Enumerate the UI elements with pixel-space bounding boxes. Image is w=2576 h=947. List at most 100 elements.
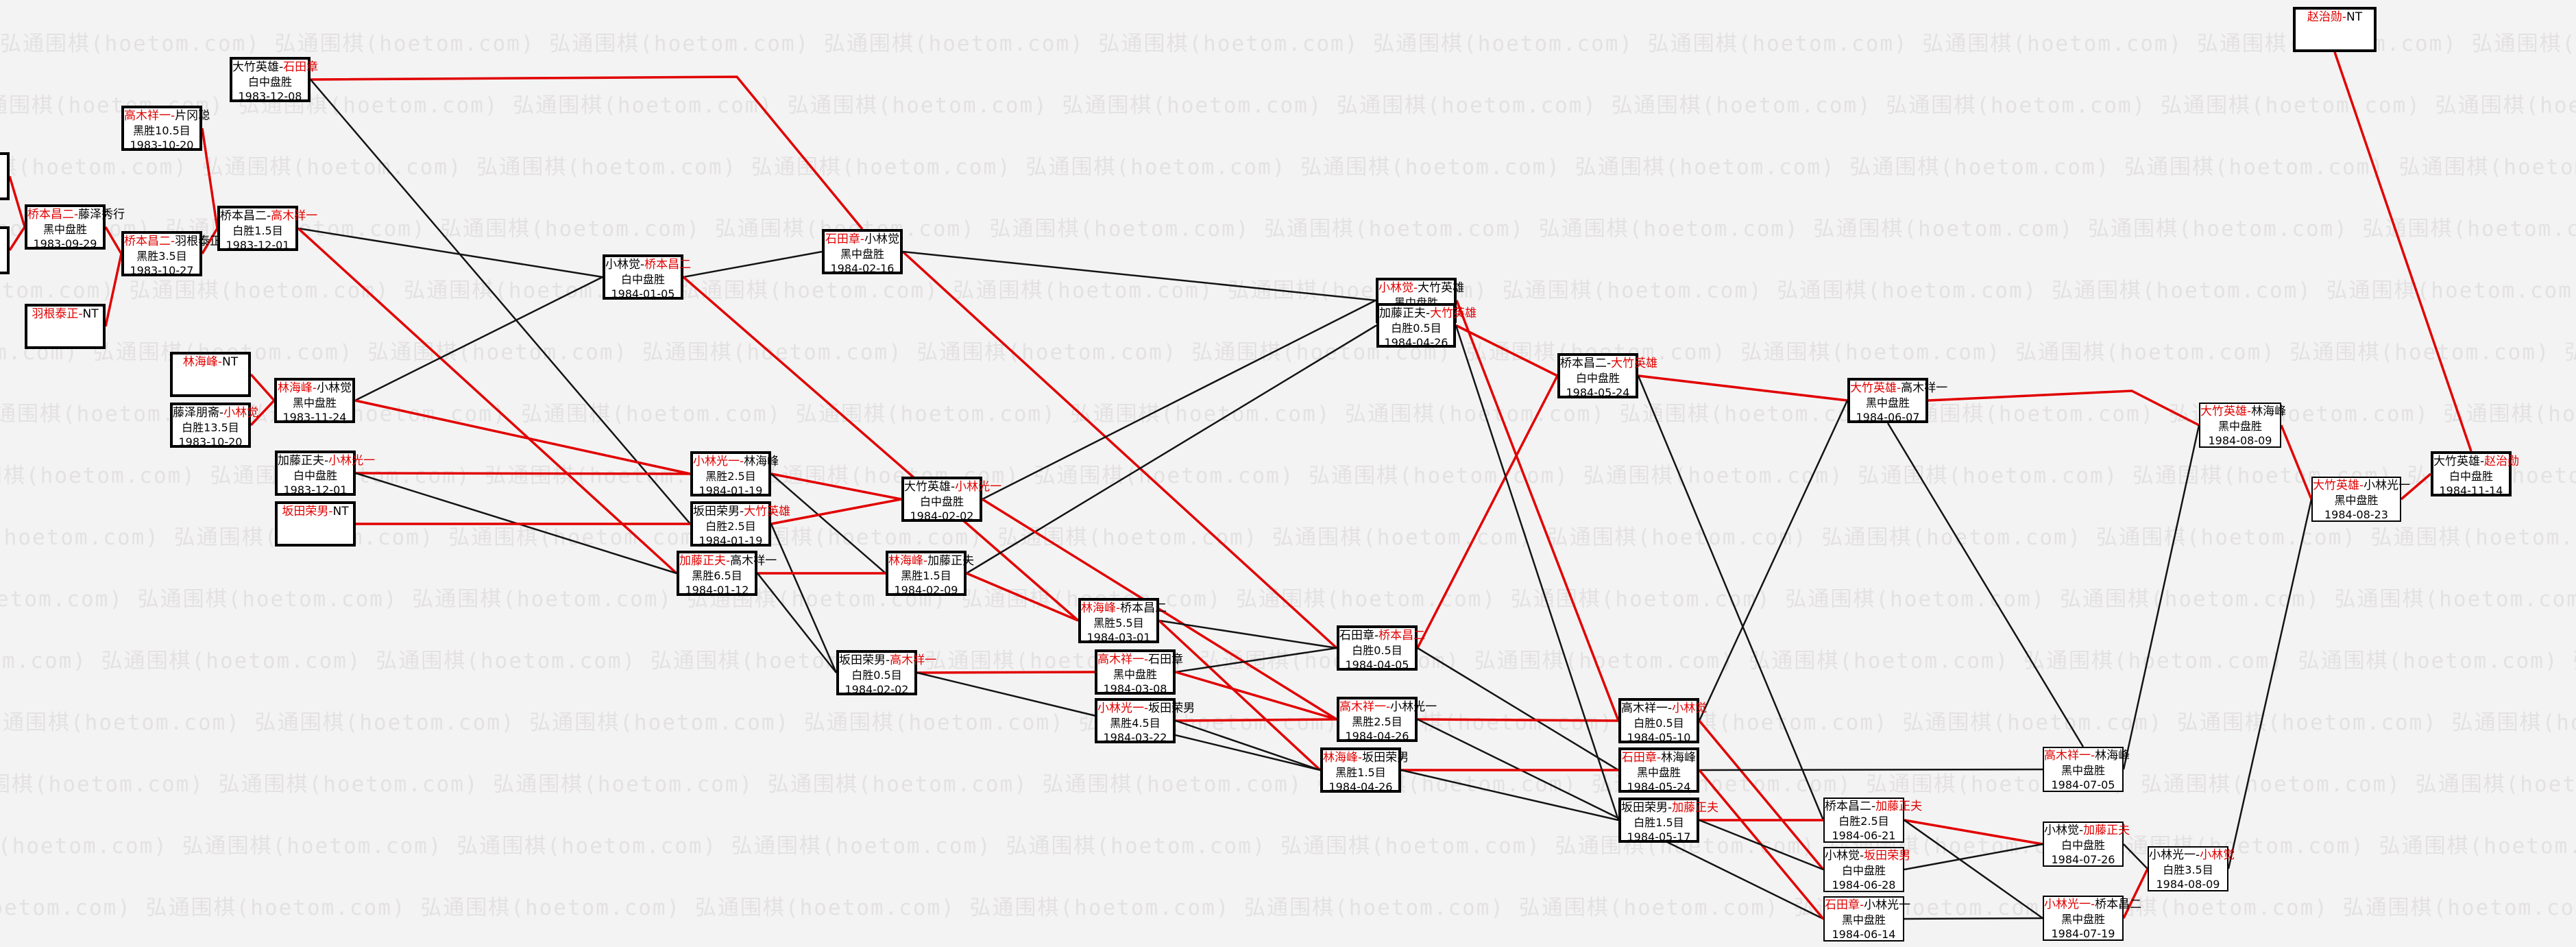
match-box-b12[interactable]: 小林觉-桥本昌二 白中盘胜 1984-01-05 (603, 254, 691, 300)
match-box-b02[interactable]: 羽根泰正-NT (25, 304, 106, 349)
match-box-b17[interactable]: 大竹英雄-小林光一 白中盘胜 1984-02-02 (901, 477, 1001, 523)
player2-name: 桥本昌二 (644, 258, 692, 272)
title-hyphen: - (1607, 357, 1612, 370)
match-title: 高木祥一-小林光一 (1339, 700, 1437, 715)
match-result: 白胜13.5目 (182, 421, 239, 434)
match-result: 黑中盘胜 (1636, 766, 1681, 779)
match-box-b20[interactable]: 林海峰-桥本昌二 黑胜5.5目 1984-03-01 (1078, 598, 1167, 644)
title-hyphen: - (1426, 307, 1431, 320)
match-box-b36[interactable]: 小林觉-加藤正夫 白中盘胜 1984-07-26 (2043, 822, 2130, 867)
match-box-b30[interactable]: 坂田荣男-加藤正夫 白胜1.5目 1984-05-17 (1618, 798, 1718, 843)
match-box-b14[interactable]: 坂田荣男-大竹英雄 白胜2.5目 1984-01-19 (690, 501, 790, 547)
player1-name: 加藤正夫 (278, 454, 324, 468)
match-title: 小林觉-大竹英雄 (1378, 281, 1464, 296)
title-hyphen: - (1386, 700, 1391, 714)
match-box-b19[interactable]: 坂田荣男-高木祥一 白胜0.5目 1984-02-02 (836, 650, 936, 696)
player1-name: 加藤正夫 (1379, 307, 1426, 320)
match-box-b42[interactable]: 大竹英雄-赵治勋 白中盘胜 1984-11-14 (2431, 451, 2519, 497)
match-box-b29[interactable]: 石田章-林海峰 黑中盘胜 1984-05-24 (1618, 747, 1699, 793)
edge-b25.r-b30.l-black (1400, 769, 1619, 822)
match-result: 黑中盘胜 (2061, 913, 2105, 926)
match-box-b09[interactable]: 林海峰-小林觉 黑中盘胜 1983-11-24 (274, 378, 355, 424)
edge-b23.r-b27.l-red (1416, 375, 1559, 649)
match-box-b27[interactable]: 桥本昌二-大竹英雄 白中盘胜 1984-05-24 (1557, 353, 1657, 399)
match-box-b03[interactable]: 高木祥一-片冈聪 黑胜10.5目 1983-10-20 (121, 106, 210, 152)
player2-name: 林海峰 (2095, 749, 2130, 763)
match-result: 黑中盘胜 (2061, 764, 2105, 777)
match-box-b41[interactable]: 赵治勋-NT (2293, 7, 2377, 52)
edge-b34.r-b37.l-black (1904, 917, 2043, 920)
match-date: 1984-03-08 (1103, 682, 1167, 695)
match-result: 黑胜10.5目 (133, 124, 191, 137)
edge-b14.r-b19.l-black (770, 523, 838, 673)
match-box-b35[interactable]: 高木祥一-林海峰 黑中盘胜 1984-07-05 (2043, 747, 2130, 792)
match-box-b23[interactable]: 石田章-桥本昌二 白胜0.5目 1984-04-05 (1337, 625, 1425, 671)
match-box-b15[interactable]: 加藤正夫-高木祥一 黑胜6.5目 1984-01-12 (677, 551, 777, 597)
match-box-b07[interactable]: 大竹英雄-石田章 白中盘胜 1983-12-08 (230, 57, 318, 103)
match-date: 1984-02-02 (845, 683, 909, 696)
match-date: 1984-01-19 (698, 484, 763, 497)
match-box-b40[interactable]: 大竹英雄-小林光一 黑中盘胜 1984-08-23 (2311, 477, 2410, 522)
match-box-b13[interactable]: 小林光一-林海峰 黑胜2.5目 1984-01-19 (690, 451, 779, 497)
edge-b13.r-b18.l-black (770, 473, 886, 574)
match-box-b18[interactable]: 林海峰-加藤正夫 黑胜1.5目 1984-02-09 (886, 551, 974, 597)
match-box-lc1[interactable] (0, 152, 10, 200)
match-result: 黑胜3.5目 (136, 250, 187, 263)
match-box-b32[interactable]: 桥本昌二-加藤正夫 白胜2.5目 1984-06-21 (1823, 798, 1922, 843)
match-result: 黑胜5.5目 (1093, 616, 1144, 630)
edge-b10.r-b13.l-red (355, 472, 691, 475)
player1-name: 石田章 (1825, 898, 1860, 912)
watermark-text: 弘通围棋(hoetom.com) 弘通围棋(hoetom.com) 弘通围棋(h… (0, 710, 2576, 735)
edge-lc2.r-b01.l-red (8, 226, 26, 251)
match-title: 高木祥一-石田章 (1097, 653, 1183, 667)
match-box-b05[interactable]: 林海峰-NT (170, 352, 251, 397)
match-box-b11[interactable]: 坂田荣男-NT (275, 501, 356, 547)
match-date: 1984-03-22 (1103, 731, 1167, 744)
player1-name: 大竹英雄 (1850, 381, 1897, 395)
edge-b26a.r-b28.l-red (1455, 300, 1620, 721)
match-box-lc2[interactable] (0, 226, 10, 274)
match-box-b39[interactable]: 小林光一-小林觉 白胜3.5目 1984-08-09 (2148, 846, 2235, 891)
match-box-b10[interactable]: 加藤正夫-小林光一 白中盘胜 1983-12-01 (275, 451, 375, 496)
title-hyphen: - (1116, 601, 1121, 615)
match-date: 1984-02-16 (830, 262, 895, 275)
match-box-b22[interactable]: 小林光一-坂田荣男 黑胜4.5目 1984-03-22 (1095, 698, 1195, 744)
edge-b04.r-b08.l-red (201, 228, 219, 254)
watermark-text: 弘通围棋(hoetom.com) 弘通围棋(hoetom.com) 弘通围棋(h… (0, 464, 2576, 488)
match-box-b21[interactable]: 高木祥一-石田章 黑中盘胜 1984-03-08 (1095, 649, 1183, 695)
edge-b31.r-b38.l-red (1928, 389, 2200, 427)
match-box-b16[interactable]: 石田章-小林觉 黑中盘胜 1984-02-16 (822, 229, 903, 275)
match-date: 1984-05-24 (1627, 780, 1691, 793)
player1-name: 大竹英雄 (2313, 479, 2359, 492)
match-date: 1984-02-02 (910, 510, 974, 523)
match-box-b25[interactable]: 林海峰-坂田荣男 黑胜1.5目 1984-04-26 (1320, 747, 1409, 793)
player2-name: 高木祥一 (730, 554, 777, 568)
watermark-text: 弘通围棋(hoetom.com) 弘通围棋(hoetom.com) 弘通围棋(h… (0, 93, 2576, 118)
match-box-b34[interactable]: 石田章-小林光一 黑中盘胜 1984-06-14 (1823, 896, 1910, 942)
match-box-b06[interactable]: 藤泽朋斋-小林觉 白胜13.5目 1983-10-20 (170, 403, 258, 448)
match-box-b26a[interactable]: 小林觉-大竹英雄黑中盘胜 (1376, 278, 1464, 323)
match-title: 大竹英雄-高木祥一 (1850, 381, 1947, 396)
match-box-b26b[interactable]: 加藤正夫-大竹英雄 白胜0.5目 1984-04-26 (1376, 303, 1477, 349)
match-box-b04[interactable]: 桥本昌二-羽根泰正 黑胜3.5目 1983-10-27 (121, 231, 221, 277)
match-result: 黑胜2.5目 (1352, 715, 1402, 728)
match-box-b28[interactable]: 高木祥一-小林觉 白胜0.5目 1984-05-10 (1618, 698, 1707, 744)
edge-b33.r-b36.l-black (1904, 843, 2043, 871)
edge-b01.r-b04.l-red (104, 226, 123, 254)
match-box-b31[interactable]: 大竹英雄-高木祥一 黑中盘胜 1984-06-07 (1847, 378, 1947, 424)
title-hyphen: - (740, 455, 744, 468)
player1-name: 小林光一 (2149, 848, 2196, 862)
edge-b20.r-b25.l-red (1158, 619, 1322, 771)
match-box-b37[interactable]: 小林光一-桥本昌二 黑中盘胜 1984-07-19 (2043, 896, 2141, 941)
title-hyphen: - (2342, 10, 2347, 24)
title-hyphen: - (2079, 824, 2084, 837)
match-title: 林海峰-坂田荣男 (1323, 751, 1409, 765)
match-box-b01[interactable]: 桥本昌二-藤泽秀行 黑中盘胜 1983-09-29 (25, 204, 125, 250)
match-box-b33[interactable]: 小林觉-坂田荣男 白中盘胜 1984-06-28 (1823, 847, 1910, 892)
match-box-b08[interactable]: 桥本昌二-高木祥一 白胜1.5目 1983-12-01 (217, 206, 317, 252)
match-box-b24[interactable]: 高木祥一-小林光一 黑胜2.5目 1984-04-26 (1337, 697, 1437, 743)
match-date: 1983-12-01 (283, 483, 348, 496)
match-box-b38[interactable]: 大竹英雄-林海峰 黑中盘胜 1984-08-09 (2199, 403, 2286, 448)
